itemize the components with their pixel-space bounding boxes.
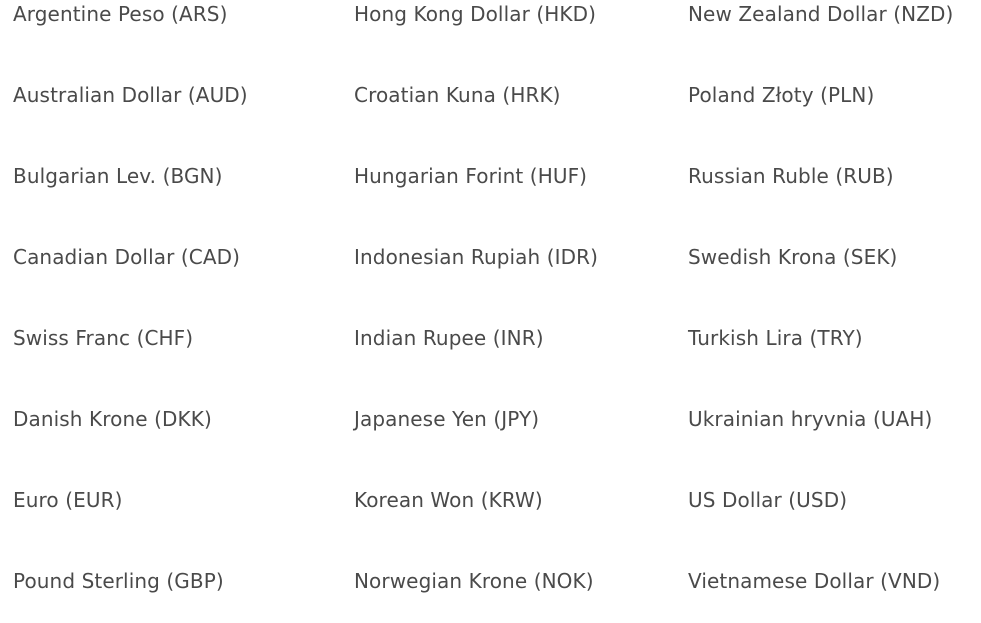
currency-item-uah[interactable]: Ukrainian hryvnia (UAH) bbox=[688, 407, 933, 431]
currency-item-idr[interactable]: Indonesian Rupiah (IDR) bbox=[354, 245, 599, 269]
currency-item-pln[interactable]: Poland Złoty (PLN) bbox=[688, 83, 875, 107]
currency-item-rub[interactable]: Russian Ruble (RUB) bbox=[688, 164, 894, 188]
currency-item-try[interactable]: Turkish Lira (TRY) bbox=[688, 326, 863, 350]
currency-item-nok[interactable]: Norwegian Krone (NOK) bbox=[354, 569, 594, 593]
currency-item-ars[interactable]: Argentine Peso (ARS) bbox=[13, 2, 228, 26]
currency-item-dkk[interactable]: Danish Krone (DKK) bbox=[13, 407, 212, 431]
currency-item-chf[interactable]: Swiss Franc (CHF) bbox=[13, 326, 194, 350]
currency-item-gbp[interactable]: Pound Sterling (GBP) bbox=[13, 569, 224, 593]
currency-item-cad[interactable]: Canadian Dollar (CAD) bbox=[13, 245, 241, 269]
currency-item-vnd[interactable]: Vietnamese Dollar (VND) bbox=[688, 569, 941, 593]
currency-item-hkd[interactable]: Hong Kong Dollar (HKD) bbox=[354, 2, 597, 26]
currency-item-krw[interactable]: Korean Won (KRW) bbox=[354, 488, 543, 512]
currency-item-bgn[interactable]: Bulgarian Lev. (BGN) bbox=[13, 164, 223, 188]
currency-item-aud[interactable]: Australian Dollar (AUD) bbox=[13, 83, 248, 107]
currency-item-nzd[interactable]: New Zealand Dollar (NZD) bbox=[688, 2, 954, 26]
currency-item-hrk[interactable]: Croatian Kuna (HRK) bbox=[354, 83, 561, 107]
currency-item-inr[interactable]: Indian Rupee (INR) bbox=[354, 326, 544, 350]
currency-item-usd[interactable]: US Dollar (USD) bbox=[688, 488, 848, 512]
currency-item-eur[interactable]: Euro (EUR) bbox=[13, 488, 123, 512]
currency-item-jpy[interactable]: Japanese Yen (JPY) bbox=[354, 407, 540, 431]
currency-item-sek[interactable]: Swedish Krona (SEK) bbox=[688, 245, 898, 269]
currency-item-huf[interactable]: Hungarian Forint (HUF) bbox=[354, 164, 588, 188]
